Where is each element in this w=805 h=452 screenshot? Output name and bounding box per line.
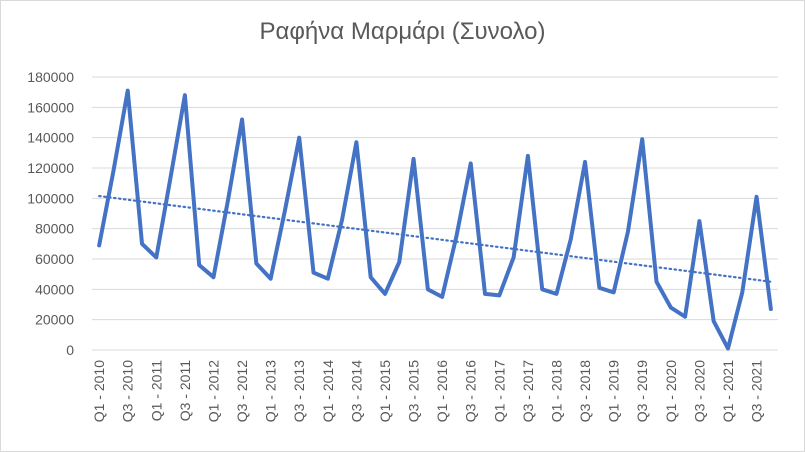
y-tick-label: 20000 <box>35 312 74 328</box>
x-tick-label: Q3 - 2018 <box>577 360 593 422</box>
y-tick-label: 60000 <box>35 251 74 267</box>
x-tick-label: Q1 - 2020 <box>663 360 679 422</box>
x-tick-label: Q3 - 2011 <box>177 360 193 421</box>
y-tick-label: 140000 <box>27 130 74 146</box>
x-axis-tick-labels: Q1 - 2010 Q3 - 2010 Q1 - 2011 Q3 - 2011 Q1 -… <box>91 360 764 422</box>
x-tick-label: Q3 - 2010 <box>120 360 136 422</box>
x-tick-label: Q1 - 2015 <box>377 360 393 422</box>
x-tick-label: Q1 - 2019 <box>606 360 622 422</box>
y-tick-label: 80000 <box>35 221 74 237</box>
x-tick-label: Q1 - 2013 <box>263 360 279 422</box>
trendline-layer <box>98 194 772 283</box>
chart-title: Ραφήνα Μαρμάρι (Συνολο) <box>259 18 546 45</box>
x-tick-label: Q3 - 2017 <box>520 360 536 422</box>
x-tick-label: Q1 - 2010 <box>91 360 107 422</box>
y-tick-label: 40000 <box>35 281 74 297</box>
x-tick-label: Q1 - 2017 <box>491 360 507 422</box>
x-tick-label: Q3 - 2016 <box>463 360 479 422</box>
x-tick-label: Q1 - 2016 <box>434 360 450 422</box>
x-tick-label: Q1 - 2012 <box>205 360 221 422</box>
x-tick-label: Q3 - 2014 <box>348 360 364 422</box>
x-tick-label: Q1 - 2021 <box>720 360 736 422</box>
trendline <box>98 194 772 283</box>
series-layer <box>97 88 773 351</box>
gridlines <box>92 76 778 351</box>
x-tick-label: Q3 - 2012 <box>234 360 250 422</box>
x-tick-label: Q3 - 2013 <box>291 360 307 422</box>
y-tick-label: 100000 <box>27 190 74 206</box>
y-axis-tick-labels: 0 20000 40000 60000 80000 100000 120000 140000 1… <box>27 69 74 358</box>
x-tick-label: Q1 - 2011 <box>148 360 164 421</box>
x-tick-label: Q3 - 2021 <box>749 360 765 422</box>
y-tick-label: 0 <box>66 342 74 358</box>
series-line <box>97 88 773 351</box>
x-tick-label: Q3 - 2015 <box>406 360 422 422</box>
x-tick-label: Q1 - 2018 <box>548 360 564 422</box>
x-tick-label: Q3 - 2020 <box>691 360 707 422</box>
x-tick-label: Q3 - 2019 <box>634 360 650 422</box>
x-tick-label: Q1 - 2014 <box>320 360 336 422</box>
y-tick-label: 120000 <box>27 160 74 176</box>
y-tick-label: 180000 <box>27 69 74 85</box>
y-tick-label: 160000 <box>27 99 74 115</box>
